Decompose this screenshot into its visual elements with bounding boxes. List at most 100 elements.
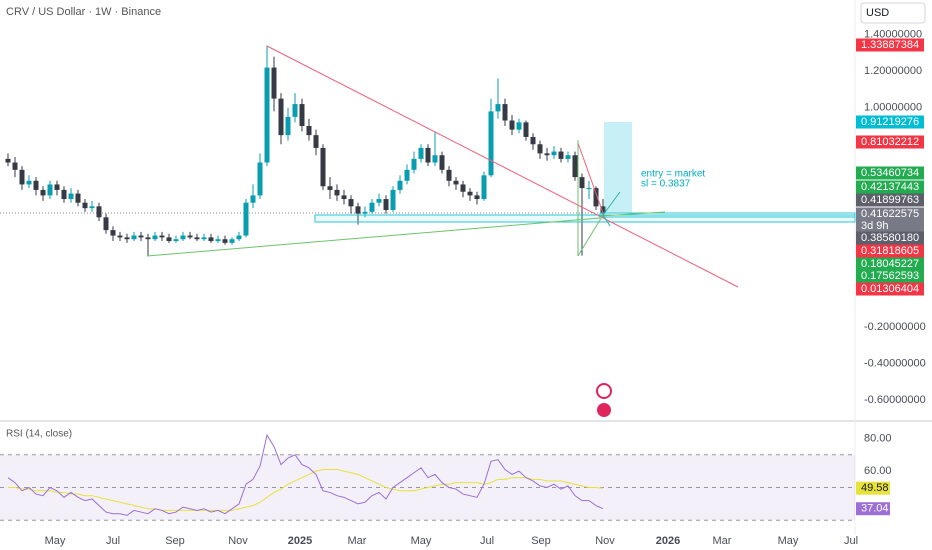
price-tag: 0.31818605 <box>856 244 924 258</box>
candle-body <box>376 199 382 203</box>
candle-body <box>495 104 501 112</box>
x-tick-label: Jul <box>844 535 858 547</box>
candle-body <box>138 235 144 238</box>
candle-body <box>271 67 277 99</box>
candle-body <box>509 120 515 130</box>
rsi-line <box>8 468 604 511</box>
candle-body <box>439 155 445 170</box>
y-tick-label: 1.20000000 <box>864 65 922 77</box>
price-tag: 3d 9h <box>856 219 924 233</box>
event-icon[interactable] <box>597 403 611 417</box>
candle-body <box>600 206 606 214</box>
candle-body <box>5 158 11 163</box>
candle-body <box>124 237 130 240</box>
candle-body <box>54 184 60 190</box>
candle-body <box>362 211 368 214</box>
candle-body <box>530 136 536 145</box>
candle-body <box>537 144 543 154</box>
candle-body <box>453 180 459 185</box>
candle-body <box>187 235 193 238</box>
y-tick-label: 1.40000000 <box>864 29 922 41</box>
y-tick-label: 1.00000000 <box>864 102 922 114</box>
price-tag-label: 0.42137443 <box>861 181 919 193</box>
value-badge-label: 37.04 <box>861 503 889 515</box>
rsi-line <box>7 433 604 516</box>
candle-body <box>208 237 214 242</box>
price-tag-label: 1.33887384 <box>861 39 919 51</box>
candle-body <box>369 202 375 212</box>
price-tag-bg <box>856 166 924 180</box>
candle-body <box>236 235 242 240</box>
candle-body <box>523 122 529 137</box>
price-tag: 0.53460734 <box>856 166 924 180</box>
candle-body <box>257 162 263 196</box>
price-tag-bg <box>856 180 924 194</box>
y-tick-label: 80.00 <box>864 432 892 444</box>
price-tag-label: 0.38580180 <box>861 232 919 244</box>
price-tag-bg <box>856 115 924 129</box>
candle-body <box>516 122 522 130</box>
candle-body <box>180 235 186 240</box>
y-tick-label: -0.40000000 <box>864 357 926 369</box>
candle-body <box>152 235 158 240</box>
price-tag-bg <box>856 282 924 296</box>
annotation: entry = market <box>641 169 705 180</box>
price-tag: 0.17562593 <box>856 269 924 283</box>
candle-body <box>467 191 473 196</box>
support-zone <box>314 214 856 223</box>
price-tag-label: 0.31818605 <box>861 245 919 257</box>
candle-body <box>194 237 200 240</box>
price-tag-label: 0.81032212 <box>861 136 919 148</box>
x-tick-label: May <box>411 535 432 547</box>
x-tick-label: May <box>778 535 799 547</box>
candle-body <box>145 237 151 240</box>
price-tag: 0.01306404 <box>856 282 924 296</box>
price-tag-label: 0.91219276 <box>861 116 919 128</box>
candle-body <box>586 188 592 190</box>
value-badge: 49.58 <box>856 481 890 495</box>
candle-body <box>33 180 39 190</box>
candle-body <box>397 180 403 190</box>
candle-body <box>278 98 284 136</box>
candle-body <box>131 235 137 240</box>
price-tag: 1.33887384 <box>856 38 924 52</box>
candle-body <box>110 230 116 236</box>
candle-body <box>481 175 487 200</box>
value-badge-label: 49.58 <box>861 482 889 494</box>
price-tag: 0.38580180 <box>856 231 924 245</box>
trendline <box>602 191 621 216</box>
currency-label[interactable]: USD <box>866 7 889 19</box>
candle-body <box>103 217 109 231</box>
candle-body <box>299 104 305 126</box>
candle-body <box>425 147 431 163</box>
candle-body <box>61 189 67 200</box>
trendline <box>266 45 739 288</box>
x-tick-label: May <box>45 535 66 547</box>
x-tick-label: Nov <box>595 535 615 547</box>
candle-body <box>117 235 123 238</box>
candle-body <box>355 206 361 214</box>
trendline <box>602 214 611 227</box>
value-badge-bg <box>856 502 890 516</box>
candle-body <box>327 186 333 190</box>
candle-body <box>173 239 179 242</box>
value-badge-bg <box>856 481 890 495</box>
trendline <box>577 142 604 214</box>
candle-body <box>285 116 291 136</box>
candle-body <box>579 177 585 189</box>
event-icon[interactable] <box>596 383 612 399</box>
target-zone <box>604 122 632 213</box>
currency-button[interactable] <box>860 2 926 24</box>
candle-body <box>558 151 564 159</box>
candle-body <box>222 239 228 243</box>
price-tag-bg <box>856 207 924 221</box>
candle-body <box>404 169 410 181</box>
candle-body <box>166 237 172 242</box>
x-tick-label: Mar <box>348 535 367 547</box>
x-tick-label: Nov <box>228 535 248 547</box>
y-tick-label: -0.20000000 <box>864 321 926 333</box>
x-tick-label: Mar <box>713 535 732 547</box>
x-tick-label: Sep <box>165 535 185 547</box>
symbol-title: CRV / US Dollar · 1W · Binance <box>6 6 161 18</box>
value-badge: 37.04 <box>856 502 890 516</box>
